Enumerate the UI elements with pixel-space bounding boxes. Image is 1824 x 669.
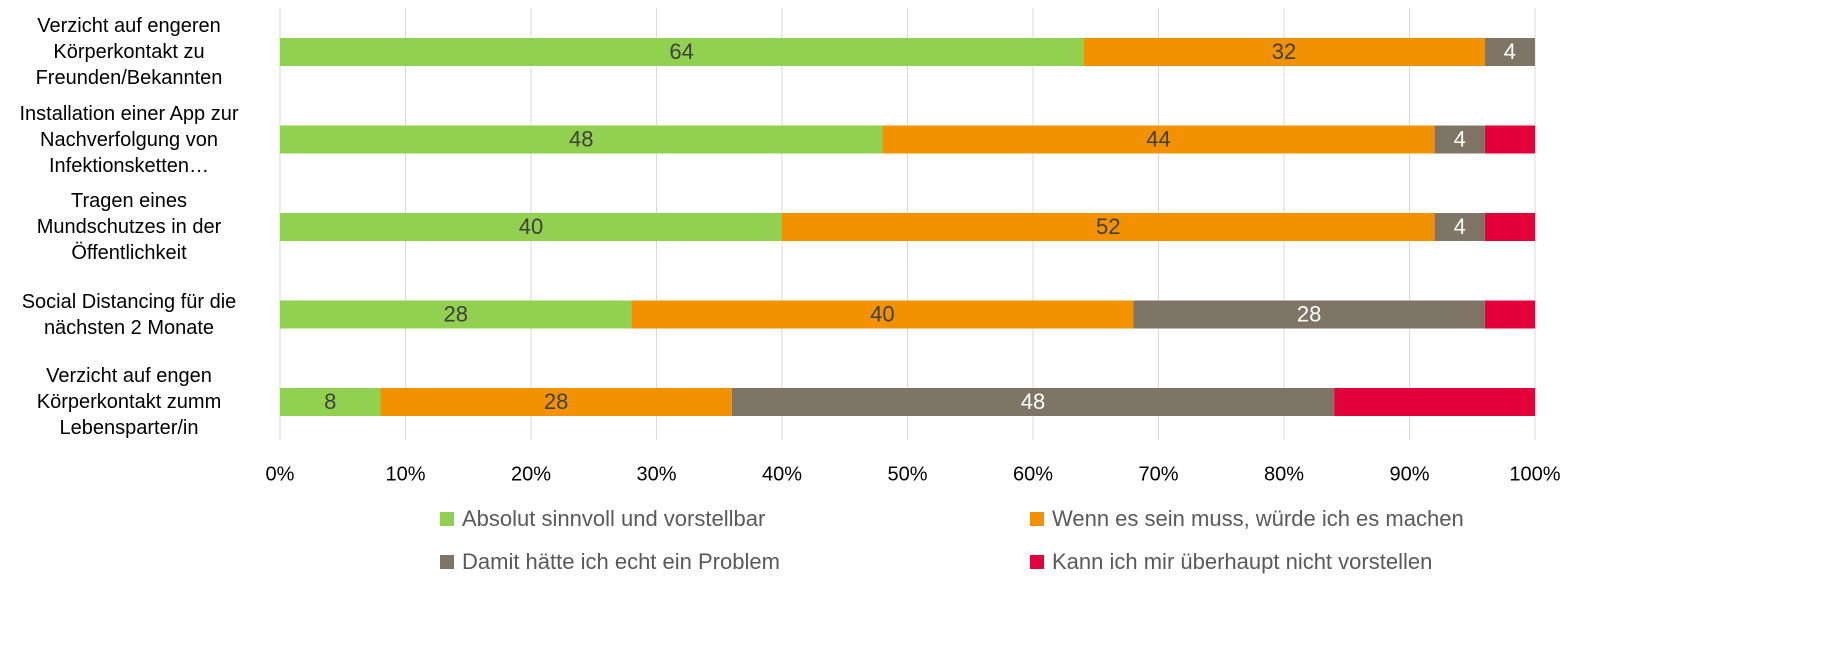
legend-item: Wenn es sein muss, würde ich es machen xyxy=(1030,506,1464,532)
bar-segment xyxy=(280,213,782,241)
category-label: Social Distancing für die nächsten 2 Mon… xyxy=(21,290,237,339)
data-label: 48 xyxy=(1021,389,1045,414)
legend-label: Absolut sinnvoll und vorstellbar xyxy=(462,506,766,531)
bar-segment xyxy=(1434,125,1485,154)
data-label: 44 xyxy=(1146,126,1170,151)
bar-segment xyxy=(380,388,732,416)
x-tick-label: 30% xyxy=(636,463,676,485)
legend-swatch xyxy=(1030,555,1044,569)
bar-segment xyxy=(1484,300,1535,329)
legend-label: Kann ich mir überhaupt nicht vorstellen xyxy=(1052,549,1433,574)
x-tick-label: 40% xyxy=(762,463,802,485)
legend-item: Absolut sinnvoll und vorstellbar xyxy=(440,506,765,532)
data-label: 48 xyxy=(569,126,593,151)
x-tick-label: 70% xyxy=(1138,463,1178,485)
x-tick-label: 80% xyxy=(1264,463,1304,485)
x-tick-label: 50% xyxy=(887,463,927,485)
bar-segment xyxy=(1484,125,1535,154)
category-label: Tragen eines Mundschutzes in der Öffentl… xyxy=(36,190,222,264)
data-label: 28 xyxy=(544,389,568,414)
bar-segment xyxy=(280,38,1084,66)
bar-segment xyxy=(1083,38,1485,66)
bar-segment xyxy=(631,300,1134,329)
data-label: 32 xyxy=(1272,39,1296,64)
x-tick-label: 20% xyxy=(511,463,551,485)
bar-segment xyxy=(782,213,1435,241)
data-label: 4 xyxy=(1454,126,1466,151)
bar-segment xyxy=(280,125,883,154)
legend-label: Damit hätte ich echt ein Problem xyxy=(462,549,780,574)
data-label: 40 xyxy=(870,301,894,326)
data-label: 64 xyxy=(669,39,693,64)
bar-segment xyxy=(731,388,1335,416)
bar-segment xyxy=(1434,213,1485,241)
bar-segment xyxy=(1334,388,1535,416)
bar-segment xyxy=(280,300,632,329)
data-label: 28 xyxy=(1297,301,1321,326)
category-label: Installation einer App zur Nachverfolgun… xyxy=(19,102,239,177)
category-label: Verzicht auf engen Körperkontakt zumm Le… xyxy=(36,365,222,439)
legend-item: Kann ich mir überhaupt nicht vorstellen xyxy=(1030,549,1432,575)
x-tick-label: 90% xyxy=(1389,463,1429,485)
category-label: Verzicht auf engeren Körperkontakt zu Fr… xyxy=(35,15,223,89)
legend-swatch xyxy=(1030,512,1044,526)
bar-segment xyxy=(882,125,1435,154)
bar-segment xyxy=(1484,38,1535,66)
legend-swatch xyxy=(440,555,454,569)
legend-item: Damit hätte ich echt ein Problem xyxy=(440,549,780,575)
data-label: 40 xyxy=(519,214,543,239)
x-tick-label: 60% xyxy=(1013,463,1053,485)
data-label: 52 xyxy=(1096,214,1120,239)
x-tick-label: 10% xyxy=(385,463,425,485)
x-tick-label: 100% xyxy=(1509,463,1560,485)
legend-label: Wenn es sein muss, würde ich es machen xyxy=(1052,506,1464,531)
data-label: 28 xyxy=(443,301,467,326)
x-tick-label: 0% xyxy=(266,463,295,485)
data-label: 8 xyxy=(324,389,336,414)
bar-segment xyxy=(280,388,381,416)
bar-segment xyxy=(1133,300,1485,329)
bar-segment xyxy=(1484,213,1535,241)
legend-swatch xyxy=(440,512,454,526)
data-label: 4 xyxy=(1504,39,1516,64)
data-label: 4 xyxy=(1454,214,1466,239)
